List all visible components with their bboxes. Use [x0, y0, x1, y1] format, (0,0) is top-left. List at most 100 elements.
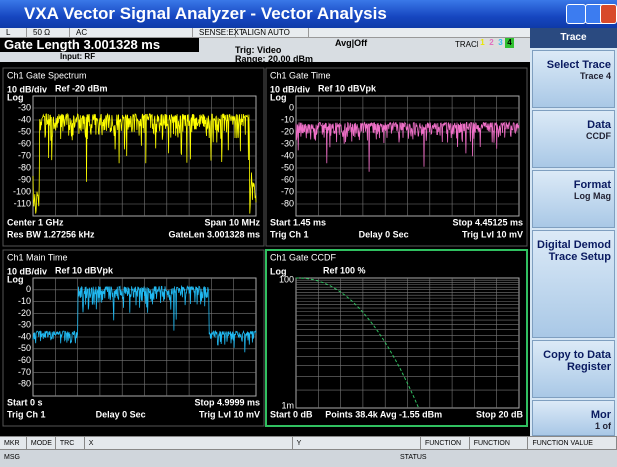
softkey-label: Mor	[590, 409, 611, 421]
footer-label: Trig Ch 1	[270, 229, 309, 239]
pane-title: Ch1 Gate Time	[270, 70, 331, 80]
footer-label: Stop 20 dB	[476, 409, 524, 419]
pane-title: Ch1 Gate Spectrum	[7, 70, 87, 80]
trace-label: TRACE	[455, 40, 483, 49]
softkey-sub: CCDF	[586, 131, 611, 141]
y-tick-label: 100	[279, 274, 294, 284]
trace-number: 2	[487, 38, 496, 48]
marker-field: Y	[293, 437, 421, 450]
footer-label: Center 1 GHz	[7, 217, 64, 227]
footer-label: Delay 0 Sec	[359, 229, 409, 239]
y-tick-label: -40	[281, 150, 294, 160]
pane-frame	[265, 67, 528, 247]
pane-frame	[265, 249, 528, 427]
marker-field: MKR	[0, 437, 27, 450]
indicator: SENSE:EXT	[193, 28, 244, 37]
pane-title: Ch1 Main Time	[7, 252, 68, 262]
marker-field: MODE	[27, 437, 56, 450]
softkey[interactable]: Mor 1 of	[532, 400, 615, 436]
softkey[interactable]: Select Trace Trace 4	[532, 50, 615, 108]
y-tick-label: 0	[26, 284, 31, 294]
softkey-panel: Trace Select Trace Trace 4 Data CCDF Format L…	[530, 28, 617, 436]
marker-field: FUNCTION	[421, 437, 470, 450]
footer-label: Start 0 dB	[270, 409, 313, 419]
footer-label: Stop 4.9999 ms	[194, 397, 260, 407]
y-tick-label: -90	[18, 174, 31, 184]
trace	[295, 121, 520, 172]
pane-title: Ch1 Gate CCDF	[270, 252, 337, 262]
y-tick-label: -10	[18, 296, 31, 306]
footer-label: Trig Ch 1	[7, 409, 46, 419]
pane-scale: 10 dB/div	[7, 84, 47, 94]
trace	[32, 284, 257, 353]
y-tick-label: -50	[18, 343, 31, 353]
y-tick-label: -70	[281, 186, 294, 196]
y-tick-label: -60	[281, 174, 294, 184]
range: Range: 20.00 dBm	[235, 54, 314, 64]
y-tick-label: 0	[289, 102, 294, 112]
y-tick-label: -80	[18, 162, 31, 172]
footer-label: GateLen 3.001328 ms	[168, 229, 260, 239]
softkey[interactable]: Data CCDF	[532, 110, 615, 168]
y-tick-label: -20	[18, 308, 31, 318]
pane-log: Log	[7, 274, 24, 284]
softkey[interactable]: Digital Demod Trace Setup	[532, 230, 615, 338]
pane-scale: Log	[270, 266, 287, 276]
indicator-strip: L 50 Ω AC SENSE:EXT ALIGN AUTO	[0, 28, 530, 38]
softkey[interactable]: Copy to Data Register	[532, 340, 615, 398]
footer-label: Start 1.45 ms	[270, 217, 326, 227]
trig: Trig: Video	[235, 45, 282, 55]
y-tick-label: -80	[281, 198, 294, 208]
pane-scale: 10 dB/div	[7, 266, 47, 276]
trace-number: 1	[478, 38, 487, 48]
gate-length: Gate Length 3.001328 ms	[0, 38, 199, 52]
softkey[interactable]: Format Log Mag	[532, 170, 615, 228]
softkey-sub: Log Mag	[574, 191, 611, 201]
pane-log: Log	[7, 92, 24, 102]
trace	[32, 112, 257, 214]
y-tick-label: -20	[281, 126, 294, 136]
msg: MSG	[4, 454, 20, 461]
softkey-label: Format	[573, 179, 611, 191]
marker-field: TRC	[56, 437, 85, 450]
footer-label: Trig Lvl 10 mV	[199, 409, 260, 419]
footer-label: Trig Lvl 10 mV	[462, 229, 523, 239]
indicator: 50 Ω	[27, 28, 70, 37]
y-tick-label: 1m	[281, 400, 294, 410]
y-tick-label: -110	[14, 198, 31, 208]
close-button[interactable]	[600, 4, 617, 24]
footer-label: Delay 0 Sec	[96, 409, 146, 419]
pane-ref: Ref 10 dBVpk	[318, 83, 377, 93]
footer-label: Span 10 MHz	[204, 217, 260, 227]
softkey-header: Trace	[530, 28, 617, 48]
marker-field: FUNCTION VALUE	[528, 437, 617, 450]
y-tick-label: -70	[18, 150, 31, 160]
footer-label: Stop 4.45125 ms	[452, 217, 523, 227]
y-tick-label: -50	[18, 126, 31, 136]
status-label: STATUS	[400, 454, 427, 461]
pane-log: Log	[270, 92, 287, 102]
avg: Avg|Off	[335, 38, 368, 48]
message-bar: MSG STATUS	[0, 449, 617, 467]
title-bar: VXA Vector Signal Analyzer - Vector Anal…	[0, 0, 617, 28]
minimize-button[interactable]	[566, 4, 586, 24]
y-tick-label: -10	[281, 114, 294, 124]
softkey-sub: 1 of	[594, 421, 611, 431]
input: Input: RF	[60, 52, 96, 61]
pane-ref: Ref 10 dBVpk	[55, 265, 114, 275]
softkey-label: Data	[587, 119, 611, 131]
indicator: ALIGN AUTO	[236, 28, 309, 37]
marker-field: X	[85, 437, 293, 450]
y-tick-label: -100	[13, 186, 31, 196]
pane-ref: Ref -20 dBm	[55, 83, 108, 93]
y-tick-label: -30	[18, 102, 31, 112]
y-tick-label: -40	[18, 331, 31, 341]
footer-label: Start 0 s	[7, 397, 43, 407]
pane-frame	[2, 67, 265, 247]
y-tick-label: -30	[18, 320, 31, 330]
indicator: L	[0, 28, 27, 37]
pane-scale: 10 dB/div	[270, 84, 310, 94]
footer-label: Points 38.4k Avg -1.55 dBm	[325, 409, 442, 419]
